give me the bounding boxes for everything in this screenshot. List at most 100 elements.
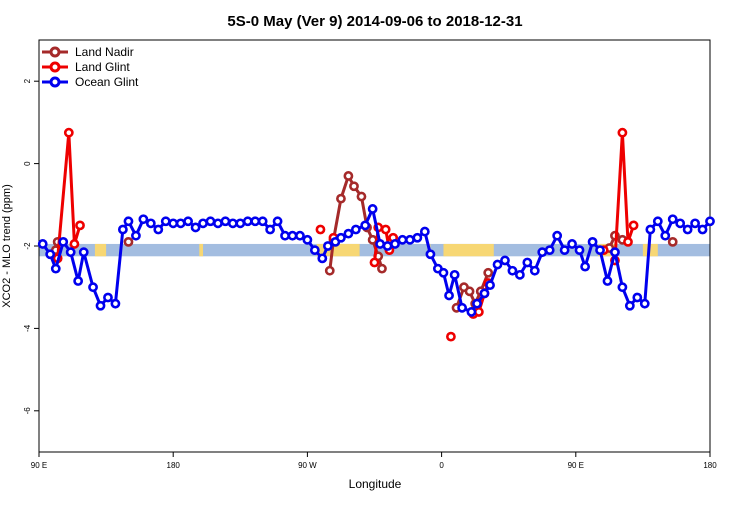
- y-tick-label: 2: [23, 78, 32, 83]
- data-point-ocean-glint: [198, 218, 208, 229]
- data-point-ocean-glint: [302, 234, 313, 245]
- data-point-ocean-glint: [367, 204, 378, 214]
- data-point-ocean-glint: [397, 234, 408, 245]
- data-point-ocean-glint: [457, 302, 468, 313]
- data-point-land-nadir: [377, 263, 387, 274]
- data-point-ocean-glint: [492, 259, 503, 270]
- legend-label-ocean-glint: Ocean Glint: [75, 75, 139, 89]
- data-point-ocean-glint: [529, 265, 540, 276]
- data-point-ocean-glint: [309, 245, 320, 256]
- data-point-ocean-glint: [466, 307, 477, 317]
- data-point-ocean-glint: [412, 232, 423, 243]
- legend-marker-land-glint: [49, 61, 61, 73]
- data-point-land-nadir: [336, 193, 346, 204]
- y-tick-label: -4: [23, 324, 32, 332]
- data-point-ocean-glint: [552, 230, 563, 241]
- data-point-ocean-glint: [123, 216, 134, 227]
- legend-item-land-nadir: Land Nadir: [42, 45, 134, 59]
- data-point-ocean-glint: [227, 218, 238, 229]
- data-point-ocean-glint: [574, 245, 585, 256]
- data-point-land-nadir: [123, 236, 134, 247]
- data-point-ocean-glint: [287, 230, 298, 241]
- data-point-ocean-glint: [95, 300, 106, 311]
- data-point-ocean-glint: [500, 255, 510, 266]
- data-point-ocean-glint: [425, 249, 436, 260]
- series-land-glint: [52, 127, 639, 342]
- data-point-ocean-glint: [58, 236, 69, 247]
- legend-item-ocean-glint: Ocean Glint: [42, 75, 139, 89]
- x-tick-label: 0: [439, 461, 444, 470]
- data-point-ocean-glint: [567, 239, 577, 249]
- legend: Land Nadir Land Glint Ocean Glint: [42, 45, 139, 89]
- data-point-ocean-glint: [514, 269, 525, 280]
- data-point-ocean-glint: [438, 267, 449, 278]
- data-point-ocean-glint: [610, 247, 620, 258]
- data-point-land-glint: [69, 239, 80, 249]
- data-point-ocean-glint: [190, 222, 201, 233]
- data-point-land-glint: [369, 257, 380, 268]
- series-line-land-glint: [613, 131, 636, 261]
- data-point-ocean-glint: [522, 257, 533, 268]
- legend-item-land-glint: Land Glint: [42, 60, 130, 74]
- data-series: [37, 127, 715, 342]
- data-point-ocean-glint: [419, 226, 430, 237]
- data-point-ocean-glint: [472, 298, 482, 309]
- data-point-ocean-glint: [242, 216, 253, 227]
- data-point-ocean-glint: [37, 239, 48, 249]
- x-tick-label: 90 W: [298, 461, 317, 470]
- data-point-land-nadir: [324, 265, 335, 276]
- data-point-ocean-glint: [78, 247, 89, 258]
- land-band-segment: [199, 243, 204, 257]
- data-point-ocean-glint: [205, 216, 216, 227]
- x-tick-label: 90 E: [568, 461, 584, 470]
- axis-ticks: 90 E 180 90 W 0 90 E 180 2 0 -2 -4 -6: [23, 78, 717, 470]
- data-point-ocean-glint: [265, 224, 276, 235]
- data-point-ocean-glint: [45, 249, 56, 260]
- data-point-ocean-glint: [317, 253, 328, 264]
- series-line-land-glint: [56, 131, 82, 259]
- data-point-ocean-glint: [131, 230, 141, 241]
- data-point-ocean-glint: [336, 232, 346, 243]
- data-point-ocean-glint: [280, 230, 290, 241]
- chart-title: 5S-0 May (Ver 9) 2014-09-06 to 2018-12-3…: [227, 13, 522, 30]
- data-point-ocean-glint: [350, 224, 361, 235]
- data-point-ocean-glint: [168, 218, 179, 229]
- data-point-ocean-glint: [624, 300, 635, 311]
- data-point-ocean-glint: [138, 214, 149, 225]
- data-point-ocean-glint: [632, 292, 643, 303]
- data-point-ocean-glint: [250, 216, 261, 227]
- data-point-ocean-glint: [690, 218, 700, 229]
- data-point-ocean-glint: [295, 230, 305, 241]
- data-point-land-nadir: [356, 191, 367, 202]
- data-point-ocean-glint: [160, 216, 171, 227]
- data-point-ocean-glint: [360, 220, 371, 231]
- data-point-ocean-glint: [587, 236, 598, 247]
- data-point-ocean-glint: [257, 216, 268, 227]
- data-point-ocean-glint: [65, 247, 76, 258]
- land-band-segment: [443, 243, 494, 257]
- data-point-ocean-glint: [153, 224, 164, 235]
- data-point-land-glint: [380, 224, 391, 235]
- data-point-ocean-glint: [375, 239, 385, 249]
- data-point-ocean-glint: [405, 234, 415, 245]
- data-point-land-nadir: [343, 171, 354, 181]
- data-point-ocean-glint: [617, 282, 628, 293]
- data-point-ocean-glint: [479, 288, 490, 299]
- data-point-land-nadir: [349, 181, 359, 192]
- data-point-ocean-glint: [213, 218, 223, 229]
- data-point-land-glint: [63, 127, 74, 138]
- data-point-ocean-glint: [272, 216, 283, 227]
- data-point-land-glint: [628, 220, 639, 231]
- data-point-land-nadir: [483, 267, 494, 278]
- y-tick-label: -2: [23, 242, 32, 250]
- data-point-ocean-glint: [667, 214, 678, 225]
- y-tick-label: 0: [23, 161, 32, 166]
- legend-label-land-glint: Land Glint: [75, 60, 130, 74]
- data-point-ocean-glint: [559, 245, 570, 256]
- legend-marker-land-nadir: [49, 46, 61, 58]
- data-point-ocean-glint: [449, 269, 460, 280]
- x-tick-label: 90 E: [31, 461, 47, 470]
- legend-marker-ocean-glint: [49, 76, 61, 88]
